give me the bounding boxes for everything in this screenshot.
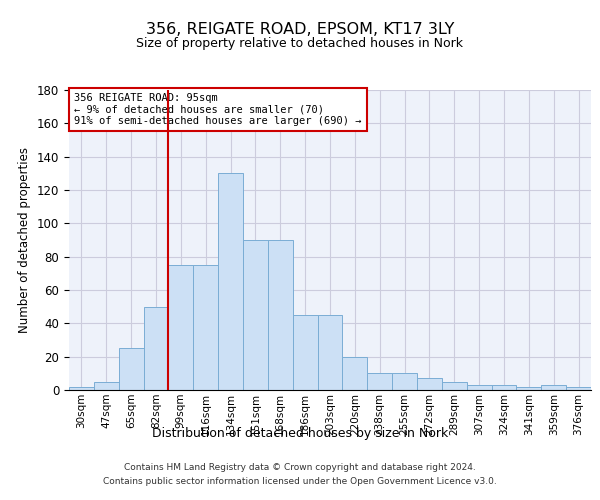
Text: Contains HM Land Registry data © Crown copyright and database right 2024.: Contains HM Land Registry data © Crown c… <box>124 462 476 471</box>
Bar <box>491 385 517 390</box>
Text: Distribution of detached houses by size in Nork: Distribution of detached houses by size … <box>152 428 448 440</box>
Bar <box>69 386 94 390</box>
Bar <box>566 386 591 390</box>
Text: Size of property relative to detached houses in Nork: Size of property relative to detached ho… <box>137 38 464 51</box>
Bar <box>343 356 367 390</box>
Bar <box>169 265 193 390</box>
Bar <box>143 306 169 390</box>
Bar <box>467 385 491 390</box>
Bar <box>442 382 467 390</box>
Bar <box>417 378 442 390</box>
Bar <box>367 374 392 390</box>
Bar <box>119 348 143 390</box>
Bar <box>193 265 218 390</box>
Text: Contains public sector information licensed under the Open Government Licence v3: Contains public sector information licen… <box>103 478 497 486</box>
Bar <box>268 240 293 390</box>
Y-axis label: Number of detached properties: Number of detached properties <box>19 147 31 333</box>
Bar <box>392 374 417 390</box>
Text: 356, REIGATE ROAD, EPSOM, KT17 3LY: 356, REIGATE ROAD, EPSOM, KT17 3LY <box>146 22 454 38</box>
Bar <box>293 315 317 390</box>
Bar <box>218 174 243 390</box>
Bar <box>517 386 541 390</box>
Bar <box>541 385 566 390</box>
Bar <box>243 240 268 390</box>
Bar <box>317 315 343 390</box>
Bar <box>94 382 119 390</box>
Text: 356 REIGATE ROAD: 95sqm
← 9% of detached houses are smaller (70)
91% of semi-det: 356 REIGATE ROAD: 95sqm ← 9% of detached… <box>74 93 362 126</box>
